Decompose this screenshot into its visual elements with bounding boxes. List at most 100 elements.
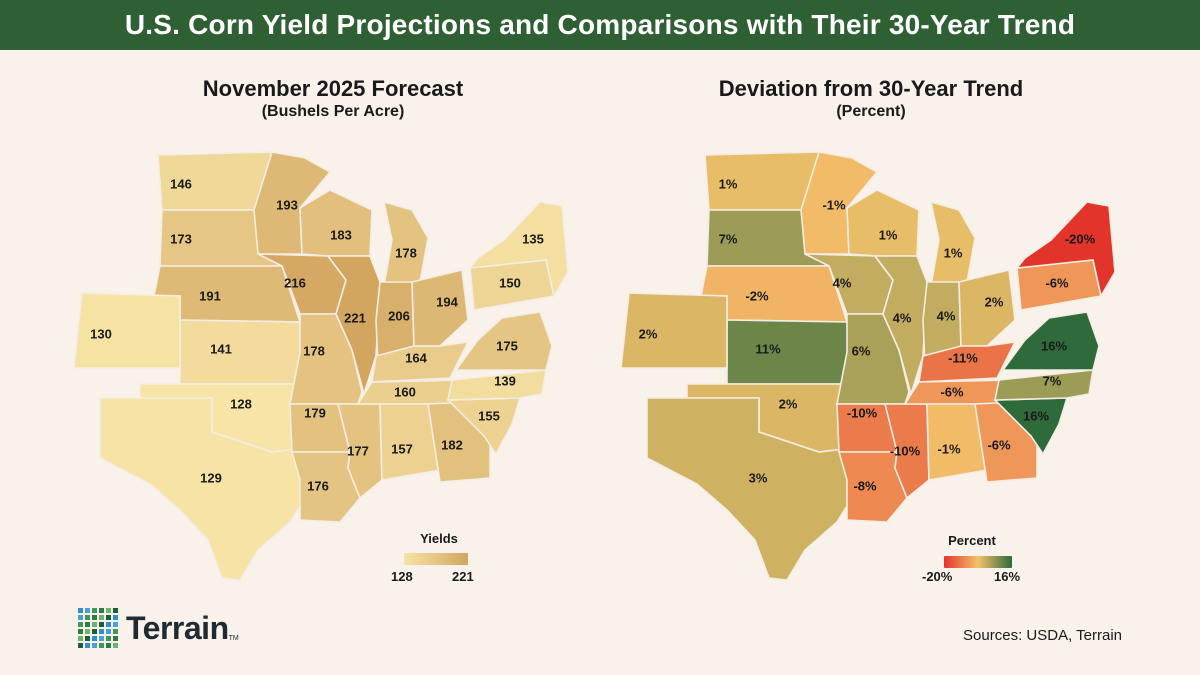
state-label-co: 2% <box>639 326 658 341</box>
terrain-logo: Terrain TM <box>78 608 239 648</box>
logo-dot <box>106 636 111 641</box>
state-label-nd: 146 <box>170 176 192 191</box>
state-label-ok: 2% <box>779 396 798 411</box>
state-label-ny: 135 <box>522 231 544 246</box>
state-label-sd: 173 <box>170 231 192 246</box>
state-label-mn: -1% <box>822 197 846 212</box>
logo-dot <box>113 615 118 620</box>
logo-trademark: TM <box>228 635 239 642</box>
state-ks <box>726 319 852 385</box>
logo-dot <box>92 622 97 627</box>
state-label-mi: 1% <box>944 245 963 260</box>
state-tx <box>99 397 321 581</box>
state-label-il: 4% <box>893 310 912 325</box>
logo-dot <box>78 622 83 627</box>
state-wi <box>846 189 920 257</box>
state-mi <box>929 200 976 287</box>
state-label-nd: 1% <box>719 176 738 191</box>
state-label-pa: -6% <box>1045 275 1069 290</box>
logo-dot <box>92 643 97 648</box>
state-co <box>620 292 728 369</box>
logo-dot <box>85 615 90 620</box>
state-label-tx: 3% <box>749 470 768 485</box>
percent-legend-min: -20% <box>922 569 953 584</box>
right-map-title: Deviation from 30-Year Trend <box>718 76 1024 101</box>
state-label-ar: 179 <box>304 405 326 420</box>
state-label-il: 221 <box>344 310 366 325</box>
state-label-al: -1% <box>937 441 961 456</box>
state-label-co: 130 <box>90 326 112 341</box>
state-label-wi: 1% <box>879 227 898 242</box>
logo-dot <box>99 636 104 641</box>
state-label-ok: 128 <box>230 396 252 411</box>
state-label-ky: 164 <box>405 350 427 365</box>
logo-dot <box>99 615 104 620</box>
logo-dot <box>99 608 104 613</box>
logo-dot <box>113 622 118 627</box>
state-label-la: 176 <box>307 478 329 493</box>
page-title: U.S. Corn Yield Projections and Comparis… <box>124 9 1076 40</box>
logo-dot <box>113 636 118 641</box>
state-label-nc: 7% <box>1043 373 1062 388</box>
state-ny <box>1015 201 1116 299</box>
state-label-ks: 11% <box>755 341 781 356</box>
state-label-ia: 216 <box>284 275 306 290</box>
logo-dot-grid-icon <box>78 608 118 648</box>
state-label-tn: -6% <box>940 384 964 399</box>
percent-legend-gradient <box>944 556 1012 568</box>
state-nc <box>994 369 1094 401</box>
state-label-nc: 139 <box>494 373 516 388</box>
state-label-la: -8% <box>853 478 877 493</box>
logo-dot <box>92 636 97 641</box>
yield-forecast-map: 146 173 191 141 128 129 130 193 216 178 179 176 183 2… <box>73 151 569 581</box>
percent-legend-max: 16% <box>994 569 1021 584</box>
state-label-va: 16% <box>1041 338 1067 353</box>
state-label-sd: 7% <box>719 231 738 246</box>
yield-legend-min: 128 <box>391 569 413 584</box>
state-label-ks: 141 <box>210 341 232 356</box>
logo-dot <box>78 615 83 620</box>
sources-note: Sources: USDA, Terrain <box>963 627 1122 644</box>
state-label-sc: 16% <box>1023 408 1049 423</box>
state-va <box>1001 311 1100 371</box>
state-label-mo: 6% <box>852 343 871 358</box>
state-label-tn: 160 <box>394 384 416 399</box>
logo-dot <box>92 615 97 620</box>
logo-dot <box>92 629 97 634</box>
header-bar: U.S. Corn Yield Projections and Comparis… <box>0 0 1200 50</box>
state-va <box>454 311 553 371</box>
yield-legend-max: 221 <box>452 569 474 584</box>
state-label-ne: -2% <box>745 288 769 303</box>
state-label-ga: -6% <box>987 437 1011 452</box>
logo-wordmark: Terrain <box>126 609 229 646</box>
state-nc <box>447 369 547 401</box>
logo-dot <box>106 643 111 648</box>
state-label-ne: 191 <box>199 288 221 303</box>
state-label-ar: -10% <box>847 405 878 420</box>
state-label-al: 157 <box>391 441 413 456</box>
state-label-in: 4% <box>937 308 956 323</box>
state-oh <box>411 269 469 347</box>
state-ny <box>468 201 569 299</box>
percent-legend-title: Percent <box>948 533 996 548</box>
state-label-pa: 150 <box>499 275 521 290</box>
state-label-oh: 2% <box>985 294 1004 309</box>
logo-dot <box>78 629 83 634</box>
state-label-ms: -10% <box>890 443 921 458</box>
logo-dot <box>85 622 90 627</box>
state-label-in: 206 <box>388 308 410 323</box>
state-label-mi: 178 <box>395 245 417 260</box>
state-label-sc: 155 <box>478 408 500 423</box>
logo-dot <box>78 636 83 641</box>
logo-dot <box>85 636 90 641</box>
state-label-mn: 193 <box>276 197 298 212</box>
state-label-mo: 178 <box>303 343 325 358</box>
logo-dot <box>92 608 97 613</box>
state-label-ia: 4% <box>833 275 852 290</box>
logo-dot <box>99 622 104 627</box>
logo-dot <box>106 608 111 613</box>
right-map-subtitle: (Percent) <box>836 103 906 120</box>
state-co <box>73 292 181 369</box>
yield-legend-gradient <box>404 553 468 565</box>
